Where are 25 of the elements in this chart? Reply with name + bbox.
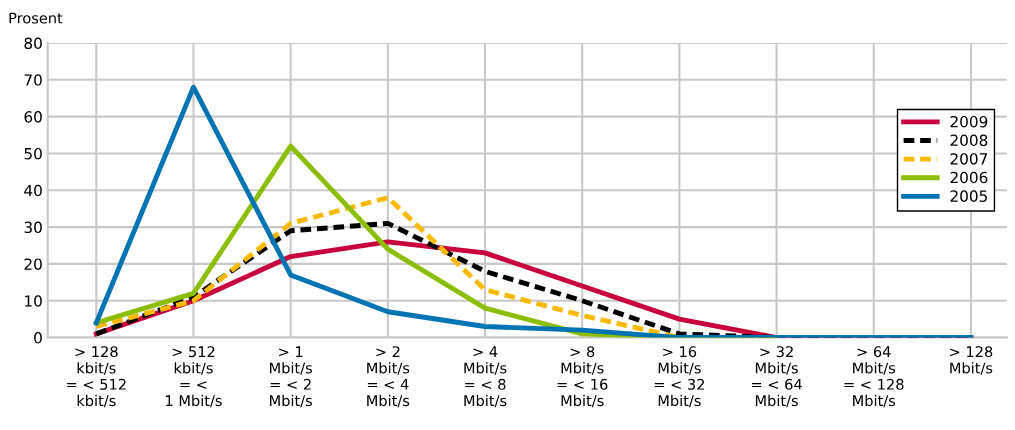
x-tick-label: > 128 Mbit/s <box>950 346 993 375</box>
x-tick-label: > 32 Mbit/s = < 64 Mbit/s <box>751 346 802 408</box>
y-tick-label: 80 <box>24 37 42 50</box>
x-tick-label: > 16 Mbit/s = < 32 Mbit/s <box>654 346 705 408</box>
y-tick-label: 30 <box>24 221 42 234</box>
y-tick-label: 60 <box>24 111 42 123</box>
x-tick-label: > 4 Mbit/s = < 8 Mbit/s <box>464 346 507 408</box>
legend-label: 2008 <box>950 134 988 147</box>
legend-label: 2005 <box>950 190 987 202</box>
legend-label: 2006 <box>950 171 988 184</box>
legend-label: 2007 <box>950 153 988 165</box>
legend-label: 2009 <box>950 115 988 128</box>
x-tick-label: > 512 kbit/s = < 1 Mbit/s <box>166 346 222 408</box>
y-tick-label: 20 <box>24 258 42 270</box>
x-tick-label: > 2 Mbit/s = < 4 Mbit/s <box>367 346 410 408</box>
y-tick-label: 0 <box>34 332 42 344</box>
x-tick-label: > 8 Mbit/s = < 16 Mbit/s <box>557 346 608 408</box>
x-tick-label: > 1 Mbit/s = < 2 Mbit/s <box>270 346 313 408</box>
y-tick-label: 10 <box>25 295 42 307</box>
y-tick-label: 50 <box>24 147 42 160</box>
y-tick-label: 40 <box>24 184 42 197</box>
x-tick-label: > 64 Mbit/s = < 128 Mbit/s <box>844 346 904 408</box>
x-tick-label: > 128 kbit/s = < 512 kbit/s <box>67 346 126 408</box>
y-tick-label: 70 <box>24 74 42 86</box>
y-axis-title: Prosent <box>9 12 63 24</box>
